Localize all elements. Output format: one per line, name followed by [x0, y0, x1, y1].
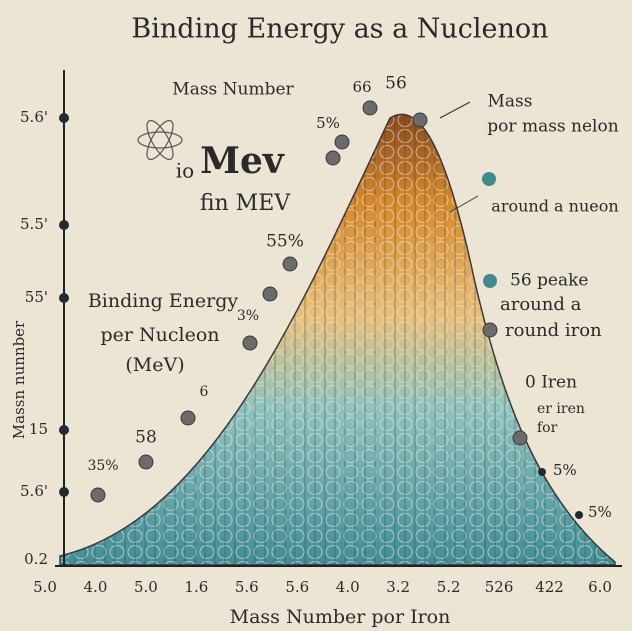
x-tick-label: 3.2 [386, 578, 410, 596]
dot [575, 511, 583, 519]
x-tick-label: 5.0 [33, 578, 57, 596]
x-tick-label: 1.6 [184, 578, 208, 596]
annotation: Mass Number [172, 80, 294, 100]
annotation: round iron [505, 320, 602, 341]
x-tick-label: 4.0 [84, 578, 108, 596]
annotation: 66 [352, 78, 371, 96]
annotation: for [537, 420, 558, 436]
tick-dot [59, 113, 69, 123]
x-tick-label: 526 [485, 578, 514, 596]
dot [283, 257, 297, 271]
y-tick-label: 5.6' [20, 108, 48, 126]
annotation: around a [500, 294, 582, 315]
dot [483, 274, 497, 288]
x-tick-label: 422 [535, 578, 564, 596]
y-tick-label: 15 [29, 420, 48, 438]
y-tick-label: 0.2 [24, 550, 48, 568]
x-tick-label: 6.0 [588, 578, 612, 596]
tick-dot [59, 487, 69, 497]
dot [363, 101, 377, 115]
illustration: Binding Energy as a Nuclenon 5.6' 5.5' 5… [0, 0, 632, 631]
dot [513, 431, 527, 445]
annotation: 6 [200, 384, 209, 400]
tick-dot [59, 293, 69, 303]
tick-dot [59, 220, 69, 230]
dot [326, 151, 340, 165]
annotation: 5% [588, 503, 612, 521]
x-tick-label: 5.2 [437, 578, 461, 596]
x-axis-label: Mass Number por Iron [230, 606, 451, 628]
dot [413, 113, 427, 127]
y-tick-label: 5.5' [20, 215, 48, 233]
annotation: 55% [266, 232, 304, 252]
dot [263, 287, 277, 301]
annotation: 3% [237, 308, 259, 324]
annotation: por mass nelon [487, 117, 618, 137]
x-tick-label: 4.0 [336, 578, 360, 596]
annotation: er iren [537, 401, 585, 417]
x-tick-label: 5.0 [134, 578, 158, 596]
annotation: 5% [553, 461, 577, 479]
dot [482, 172, 496, 186]
annotation: fin MEV [200, 191, 291, 216]
dot [139, 455, 153, 469]
annotation: io [176, 159, 194, 183]
annotation: 35% [87, 458, 118, 474]
annotation: per Nucleon [100, 324, 219, 346]
annotation: 5% [316, 114, 340, 132]
annotation: (MeV) [125, 354, 184, 376]
title: Binding Energy as a Nuclenon [131, 14, 548, 45]
x-tick-label: 5.6 [235, 578, 259, 596]
y-tick-label: 5.6' [20, 482, 48, 500]
dot [91, 488, 105, 502]
annotation: Binding Energy [88, 290, 239, 312]
dot [181, 411, 195, 425]
dot [538, 468, 546, 476]
annotation: 0 Iren [525, 373, 577, 393]
annotation: Mev [200, 140, 285, 182]
annotation: 56 [385, 74, 407, 94]
dot [335, 135, 349, 149]
x-tick-label: 5.6 [285, 578, 309, 596]
annotation: 56 peake [510, 271, 588, 291]
annotation: 58 [135, 428, 157, 448]
annotation: Mass [488, 92, 533, 112]
y-axis-label: Massn nunnber [10, 320, 28, 439]
dot [243, 336, 257, 350]
y-tick-label: 55' [25, 288, 48, 306]
annotation: around a nueon [491, 197, 618, 216]
dot [483, 323, 497, 337]
tick-dot [59, 425, 69, 435]
